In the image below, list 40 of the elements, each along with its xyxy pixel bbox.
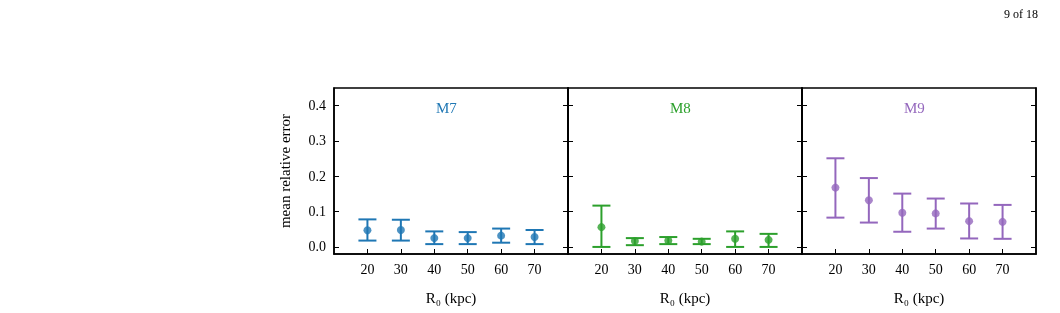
text: M7 (436, 99, 458, 116)
text: M9 (904, 99, 925, 116)
x-axis-title: R₀ (kpc) (893, 289, 945, 307)
x-tick-label: 70 (527, 261, 542, 277)
x-tick-label: 60 (494, 261, 509, 277)
point (864, 196, 873, 205)
x-tick-label: 20 (828, 261, 843, 277)
x-tick-label: 20 (594, 261, 609, 277)
x-tick-label: 50 (460, 261, 475, 277)
x-tick-label: 30 (627, 261, 642, 277)
point (831, 183, 840, 192)
point (898, 208, 907, 217)
point (764, 235, 773, 244)
x-tick-label: 40 (661, 261, 676, 277)
x-tick-label: 70 (995, 261, 1010, 277)
x-tick-label: 30 (393, 261, 408, 277)
x-axis-title: R₀ (kpc) (659, 289, 711, 307)
x-axis-title: R₀ (kpc) (425, 289, 477, 307)
x-tick-label: 50 (928, 261, 943, 277)
x-tick-label: 20 (360, 261, 375, 277)
y-axis-title: mean relative error (276, 113, 293, 229)
y-tick-label: 0.0 (308, 239, 326, 255)
point (965, 217, 974, 226)
x-tick-label: 50 (694, 261, 709, 277)
point (931, 209, 940, 218)
text: 9 of 18 (1004, 7, 1038, 21)
x-tick-label: 40 (895, 261, 910, 277)
point (731, 234, 740, 243)
x-tick-label: 60 (962, 261, 977, 277)
y-tick-label: 0.2 (308, 168, 326, 184)
x-tick-label: 60 (728, 261, 743, 277)
y-tick-label: 0.4 (308, 98, 326, 114)
point (998, 217, 1007, 226)
x-tick-label: 70 (761, 261, 776, 277)
x-tick-label: 40 (427, 261, 442, 277)
point (597, 223, 606, 232)
x-tick-label: 30 (861, 261, 876, 277)
text: M8 (670, 99, 691, 116)
y-tick-label: 0.3 (308, 133, 326, 149)
y-tick-label: 0.1 (308, 204, 326, 220)
